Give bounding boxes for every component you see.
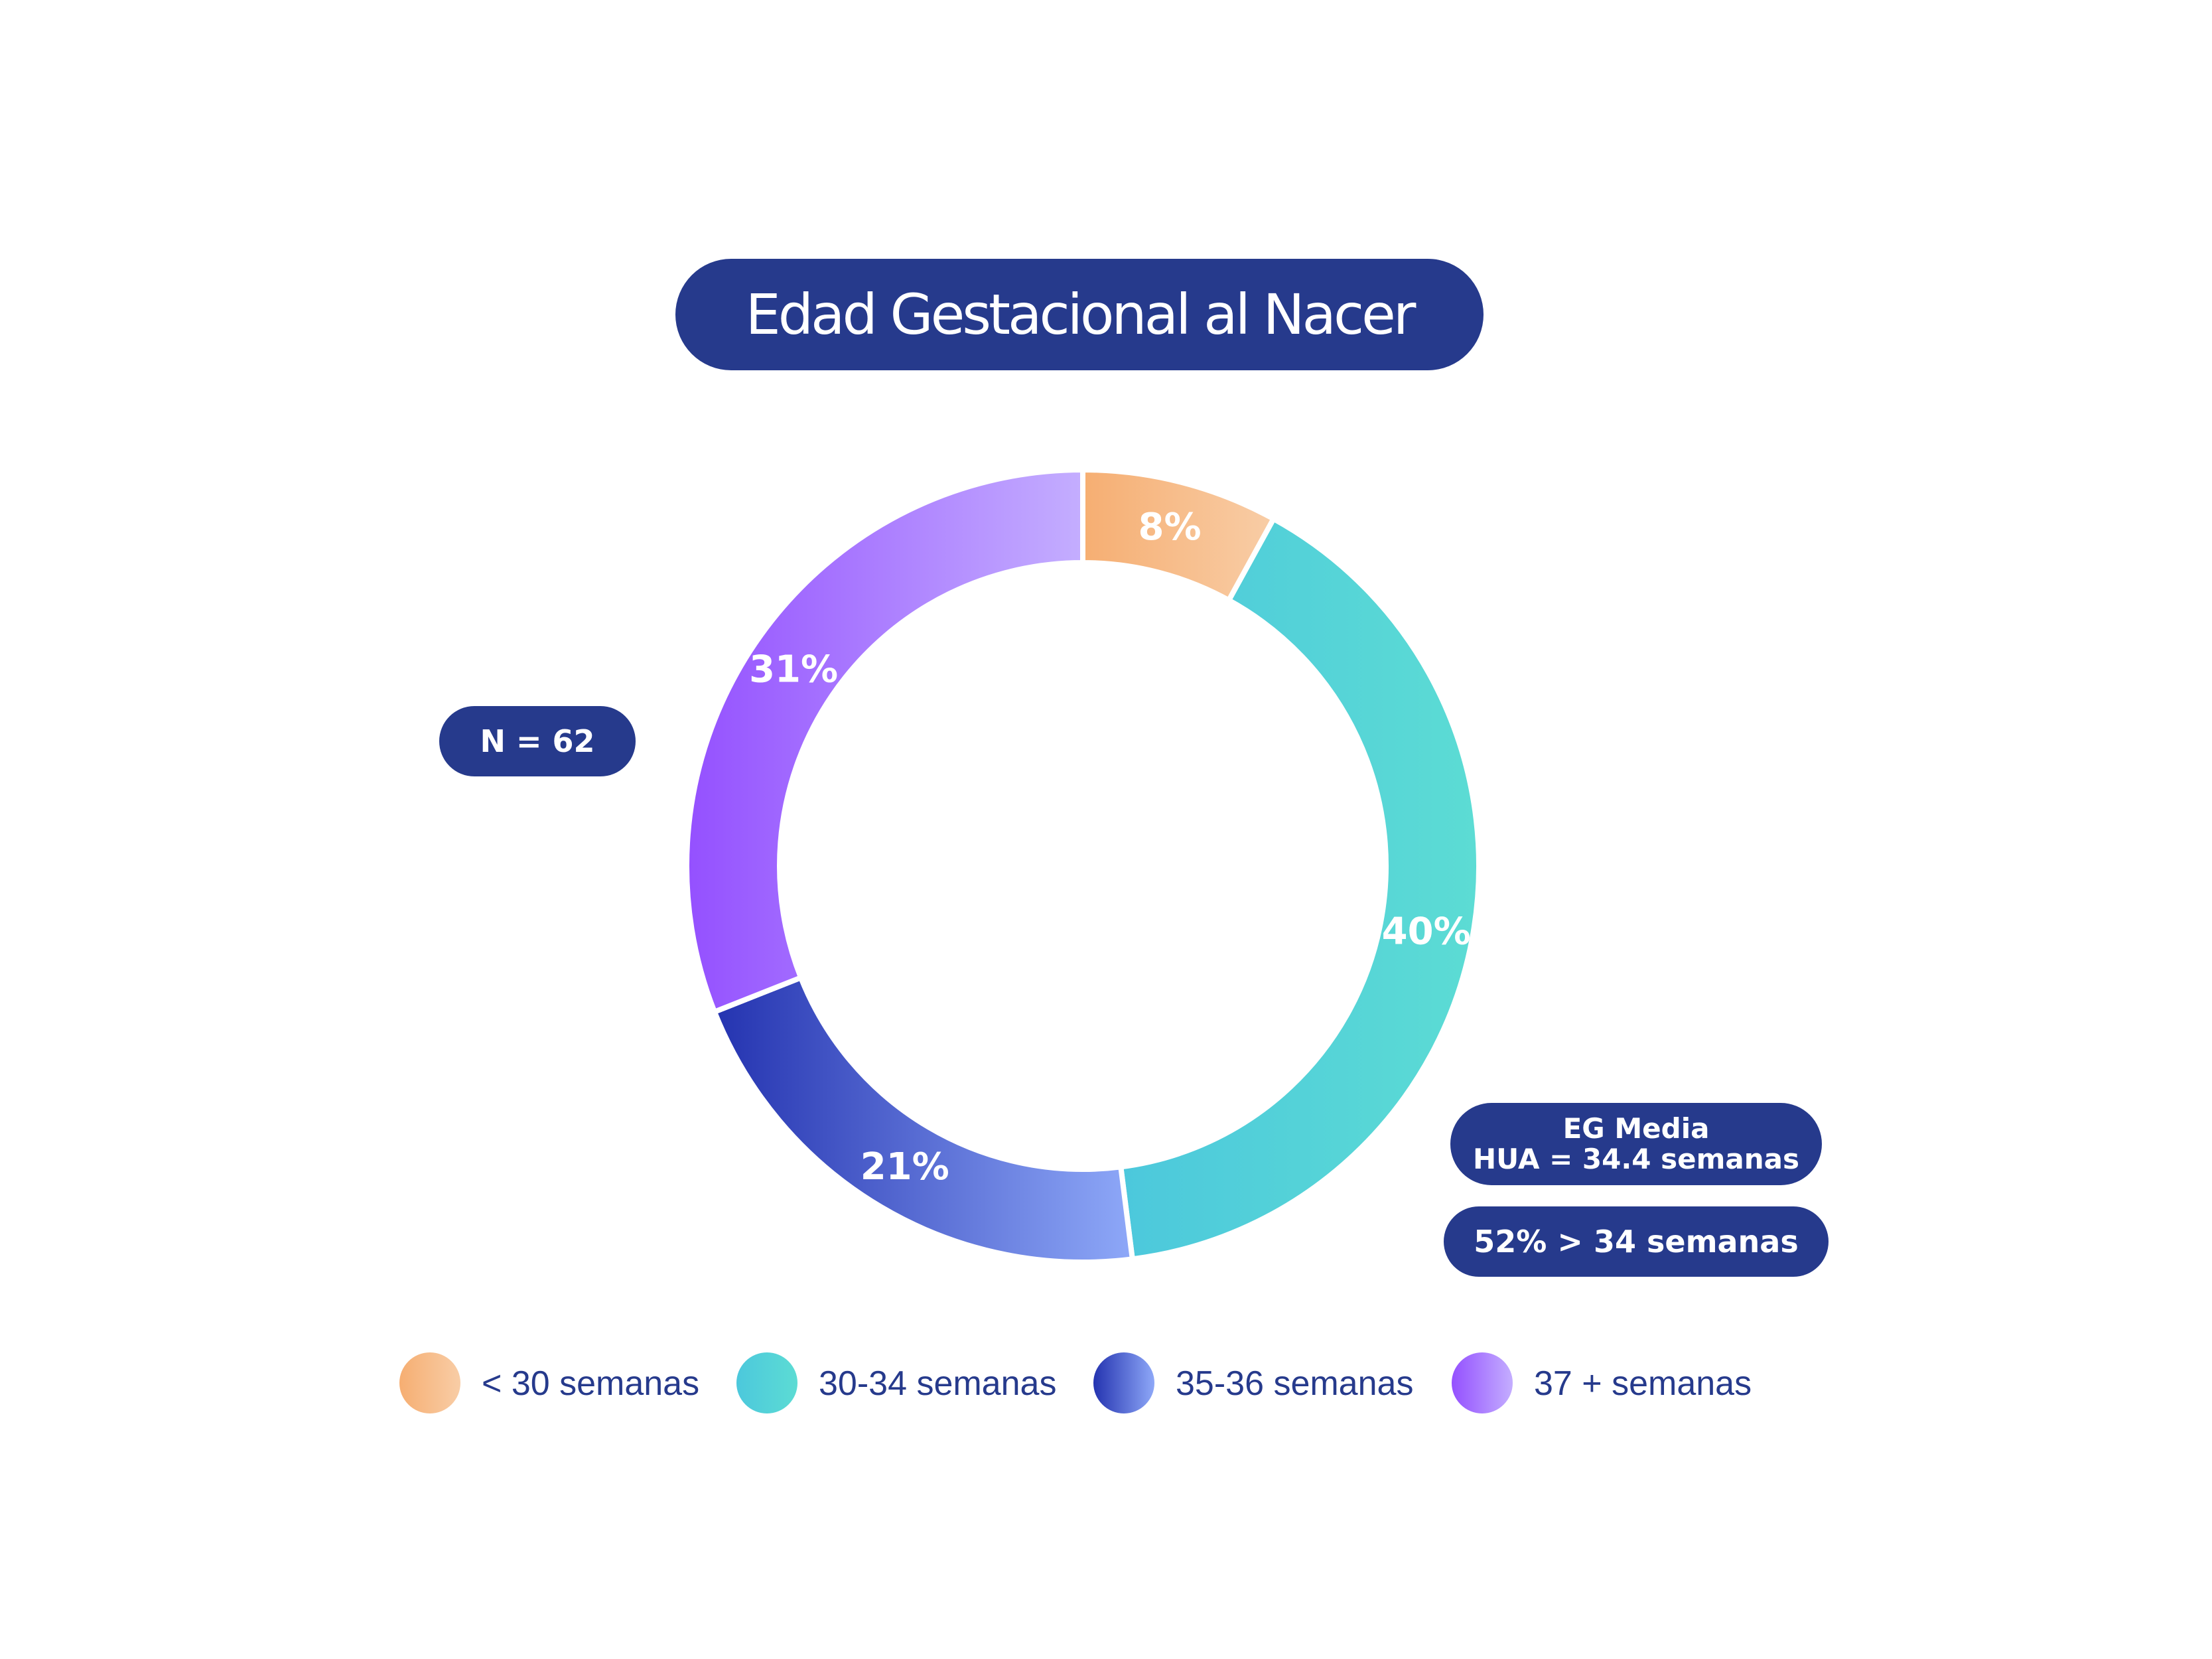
legend-swatch-37-semanas	[1452, 1352, 1513, 1413]
legend-label-37-semanas: 37 + semanas	[1534, 1364, 1752, 1403]
mean-age-badge: EG Media HUA = 34.4 semanas	[1450, 1103, 1822, 1185]
slice-label-35-36-semanas: 21%	[861, 1145, 949, 1189]
mean-age-line2: HUA = 34.4 semanas	[1473, 1143, 1799, 1175]
chart-title-pill: Edad Gestacional al Nacer	[675, 259, 1484, 370]
mean-age-line1: EG Media	[1562, 1112, 1710, 1145]
slice-35-36-semanas	[711, 974, 1136, 1265]
chart-title: Edad Gestacional al Nacer	[745, 282, 1417, 347]
legend-label-35-36-semanas: 35-36 semanas	[1176, 1364, 1413, 1403]
legend-swatch-30-34-semanas	[736, 1352, 797, 1413]
slice-label-30-34-semanas: 40%	[1382, 910, 1471, 953]
sample-size-badge: N = 62	[439, 706, 636, 776]
slice-37-semanas	[684, 467, 1085, 1015]
legend-swatch-30-semanas	[399, 1352, 460, 1413]
legend-label-30-semanas: < 30 semanas	[482, 1364, 699, 1403]
sample-size-label: N = 62	[480, 723, 595, 759]
slice-30-34-semanas	[1117, 515, 1482, 1262]
legend-swatch-35-36-semanas	[1093, 1352, 1154, 1413]
over-34-label: 52% > 34 semanas	[1474, 1224, 1799, 1260]
slice-label-37-semanas: 31%	[749, 648, 838, 691]
over-34-badge: 52% > 34 semanas	[1444, 1206, 1829, 1277]
slice-label-30-semanas: 8%	[1139, 506, 1202, 549]
legend-label-30-34-semanas: 30-34 semanas	[819, 1364, 1056, 1403]
